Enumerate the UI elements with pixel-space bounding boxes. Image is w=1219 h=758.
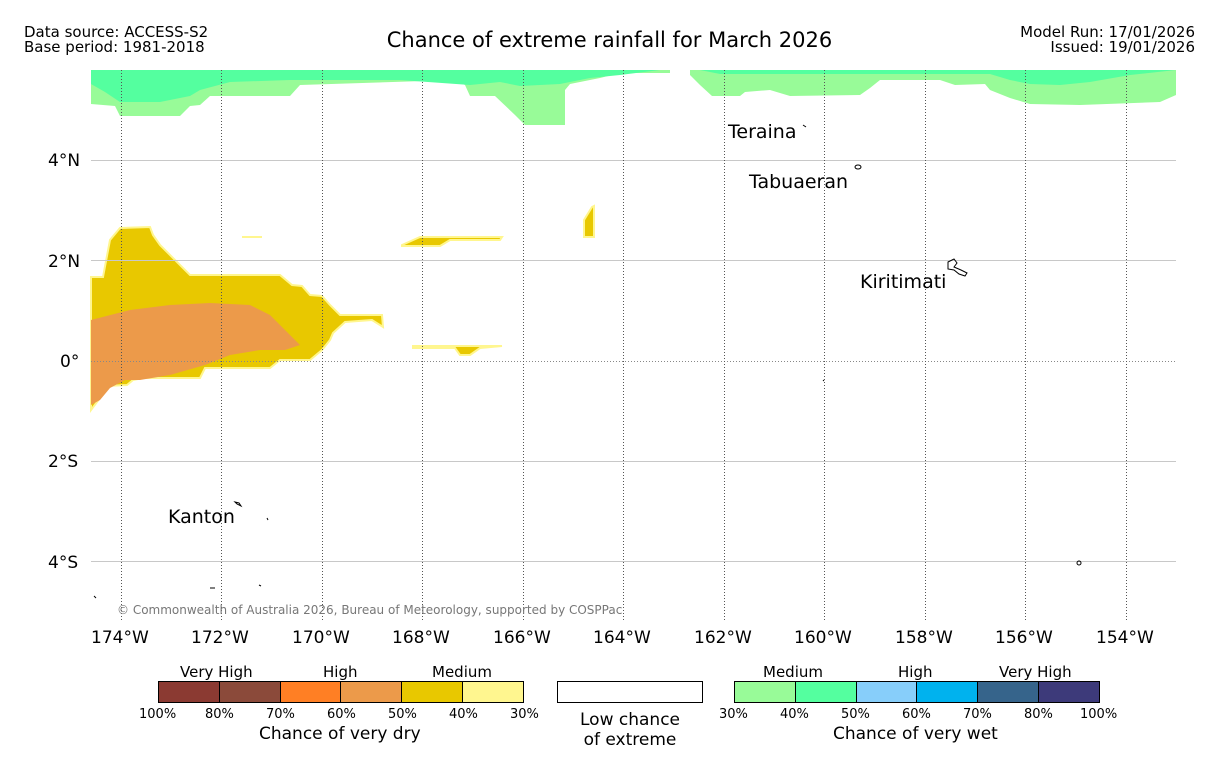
wet-caption: Chance of very wet	[833, 724, 998, 744]
dry-caption: Chance of very dry	[259, 724, 421, 744]
dry-tick: 30%	[510, 707, 539, 722]
lon-label-160w: 160°W	[794, 628, 852, 648]
dry-tick: 100%	[139, 707, 177, 722]
wet-swatch	[978, 682, 1040, 702]
place-label-teraina: Teraina	[728, 121, 797, 143]
lat-label-0: 0°	[60, 352, 80, 372]
dry-tick: 60%	[327, 707, 356, 722]
wet-high-region	[91, 70, 660, 102]
lon-label-168w: 168°W	[392, 628, 450, 648]
dry-swatch	[341, 682, 403, 702]
wet-tick: 40%	[780, 707, 809, 722]
place-label-kiritimati: Kiritimati	[860, 271, 947, 293]
dry-swatch	[463, 682, 523, 702]
dry-low-patch	[242, 236, 262, 238]
dry-swatch	[159, 682, 220, 702]
dry-high-label: High	[323, 663, 358, 681]
islet-se	[1076, 560, 1082, 566]
wet-swatch	[1039, 682, 1099, 702]
lat-label-4s: 4°S	[48, 553, 79, 573]
data-source-label: Data source: ACCESS-S2	[24, 23, 209, 41]
lon-label-162w: 162°W	[694, 628, 752, 648]
wet-colorbar	[734, 681, 1100, 703]
dry-swatch	[219, 682, 281, 702]
islet-equator	[822, 379, 825, 382]
wet-high-region-east	[700, 70, 1176, 85]
copyright-note: © Commonwealth of Australia 2026, Bureau…	[117, 603, 623, 617]
place-label-kanton: Kanton	[168, 506, 235, 528]
neutral-caption-line1: Low chance	[580, 710, 680, 730]
wet-very-high-label: Very High	[999, 663, 1072, 681]
kanton-island	[233, 501, 243, 508]
wet-tick: 50%	[841, 707, 870, 722]
dry-tick: 80%	[205, 707, 234, 722]
lat-label-2s: 2°S	[48, 452, 79, 472]
lat-label-4n: 4°N	[48, 151, 81, 171]
issued-label: Issued: 19/01/2026	[1050, 38, 1195, 56]
wet-swatch	[917, 682, 979, 702]
lon-label-154w: 154°W	[1096, 628, 1154, 648]
lon-label-156w: 156°W	[995, 628, 1053, 648]
lon-label-166w: 166°W	[493, 628, 551, 648]
dry-colorbar	[158, 681, 524, 703]
dry-tick: 50%	[388, 707, 417, 722]
lon-label-164w: 164°W	[593, 628, 651, 648]
neutral-swatch	[557, 681, 703, 703]
dry-swatch	[402, 682, 464, 702]
dry-medium-label: Medium	[432, 663, 492, 681]
wet-tick: 70%	[963, 707, 992, 722]
wet-tick: 100%	[1080, 707, 1118, 722]
dry-medium-patch-1	[401, 236, 504, 247]
lat-label-2n: 2°N	[48, 252, 81, 272]
kiritimati-island	[947, 258, 968, 277]
dry-medium-patch-3	[583, 204, 595, 238]
tabuaeran-island	[854, 164, 862, 170]
wet-tick: 60%	[902, 707, 931, 722]
lon-label-172w: 172°W	[191, 628, 249, 648]
dry-tick: 70%	[266, 707, 295, 722]
wet-tick: 80%	[1024, 707, 1053, 722]
teraina-island	[802, 124, 807, 128]
dry-very-high-label: Very High	[180, 663, 253, 681]
wet-swatch	[856, 682, 918, 702]
islet-sw-3	[93, 595, 97, 599]
wet-medium-label: Medium	[763, 663, 823, 681]
wet-swatch	[735, 682, 796, 702]
lon-label-174w: 174°W	[91, 628, 149, 648]
place-label-tabuaeran: Tabuaeran	[749, 171, 849, 193]
dry-tick: 40%	[449, 707, 478, 722]
wet-swatch	[795, 682, 857, 702]
map-title: Chance of extreme rainfall for March 202…	[386, 28, 833, 52]
dry-high-region	[91, 303, 300, 405]
wet-high-label: High	[898, 663, 933, 681]
base-period-label: Base period: 1981-2018	[24, 38, 205, 56]
lon-label-158w: 158°W	[895, 628, 953, 648]
lon-label-170w: 170°W	[292, 628, 350, 648]
kanton-islet	[266, 517, 269, 521]
model-run-label: Model Run: 17/01/2026	[1020, 23, 1195, 41]
islet-sw-2	[258, 584, 262, 587]
wet-tick: 30%	[719, 707, 748, 722]
dry-swatch	[280, 682, 342, 702]
dry-medium-patch-2	[412, 345, 503, 356]
neutral-caption-line2: of extreme	[583, 730, 677, 750]
